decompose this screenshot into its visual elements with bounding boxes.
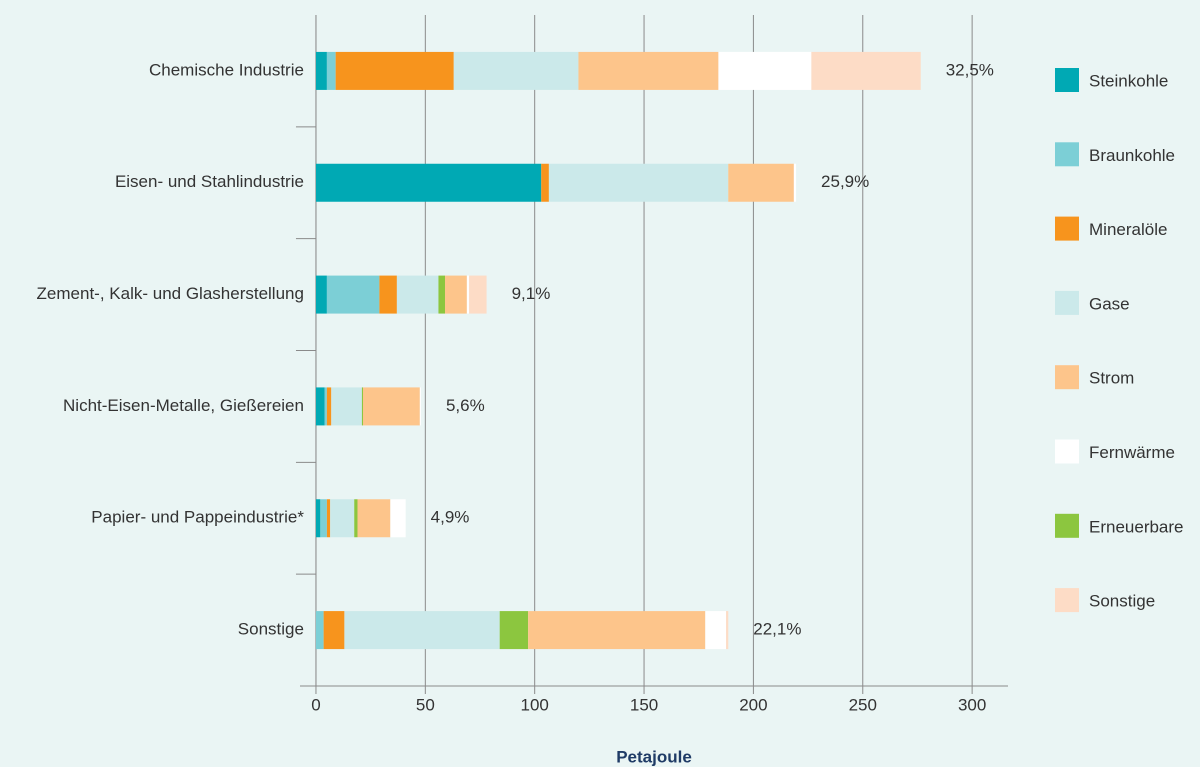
share-label: 4,9%: [431, 508, 470, 527]
bar-segment: [548, 163, 729, 202]
bar-segment: [466, 275, 470, 314]
bar-segment: [438, 275, 446, 314]
legend-label: Sonstige: [1089, 592, 1155, 611]
bar-segment: [362, 387, 420, 426]
legend-swatch: [1055, 290, 1079, 315]
bar-segment: [390, 499, 406, 538]
bar-segment: [379, 275, 397, 314]
bar-segment: [326, 499, 331, 538]
bar-segment: [578, 51, 719, 90]
bar-segment: [445, 275, 467, 314]
bar-segment: [499, 611, 529, 650]
bar-segment: [396, 275, 439, 314]
bar-segment: [705, 611, 727, 650]
bar-segment: [357, 499, 391, 538]
legend-label: Braunkohle: [1089, 146, 1175, 165]
legend-label: Erneuerbare: [1089, 517, 1184, 536]
bar-segment: [728, 163, 794, 202]
y-tick-label: Eisen- und Stahlindustrie: [115, 172, 304, 191]
legend-label: Fernwärme: [1089, 443, 1175, 462]
bar-segment: [419, 387, 421, 426]
bar-segment: [330, 499, 355, 538]
share-label: 22,1%: [753, 620, 801, 639]
bar-segment: [469, 275, 487, 314]
bar-segment: [718, 51, 812, 90]
bar-segment: [315, 611, 324, 650]
bar-segment: [315, 387, 325, 426]
bar-segment: [315, 275, 327, 314]
legend-swatch: [1055, 439, 1079, 464]
legend-swatch: [1055, 216, 1079, 241]
share-label: 5,6%: [446, 396, 485, 415]
x-tick-label: 250: [849, 695, 877, 714]
share-label: 25,9%: [821, 172, 869, 191]
legend-swatch: [1055, 68, 1079, 92]
bar-segment: [326, 51, 336, 90]
legend-swatch: [1055, 142, 1079, 167]
y-tick-label: Chemische Industrie: [149, 60, 304, 79]
bar-segment: [331, 387, 362, 426]
bar-segment: [315, 499, 321, 538]
y-tick-label: Sonstige: [238, 620, 304, 639]
bar-segment: [528, 611, 706, 650]
share-label: 32,5%: [946, 60, 994, 79]
bar-segment: [326, 387, 332, 426]
x-tick-label: 200: [739, 695, 767, 714]
bar-segment: [323, 611, 345, 650]
x-tick-label: 100: [521, 695, 549, 714]
bar-segment: [453, 51, 579, 90]
legend-swatch: [1055, 588, 1079, 613]
bar-segment: [335, 51, 454, 90]
bar-segment: [793, 163, 797, 202]
legend-label: Gase: [1089, 294, 1130, 313]
legend-swatch: [1055, 513, 1079, 538]
legend-label: Steinkohle: [1089, 71, 1168, 90]
x-tick-label: 300: [958, 695, 986, 714]
y-tick-label: Zement-, Kalk- und Glasherstellung: [37, 284, 304, 303]
y-tick-label: Papier- und Pappeindustrie*: [91, 508, 304, 527]
legend-label: Mineralöle: [1089, 220, 1167, 239]
bar-segment: [354, 499, 358, 538]
bar-segment: [324, 387, 327, 426]
bar-segment: [315, 51, 327, 90]
legend-label: Strom: [1089, 369, 1134, 388]
bar-segment: [541, 163, 549, 202]
bar-segment: [344, 611, 500, 650]
bar-segment: [315, 163, 542, 202]
y-tick-label: Nicht-Eisen-Metalle, Gießereien: [63, 396, 304, 415]
x-axis-label: Petajoule: [616, 747, 692, 766]
bar-segment: [320, 499, 327, 538]
bar-segment: [326, 275, 380, 314]
bar-segment: [361, 387, 363, 426]
bar-segment: [726, 611, 729, 650]
x-tick-label: 50: [416, 695, 435, 714]
x-tick-label: 150: [630, 695, 658, 714]
x-tick-label: 0: [311, 695, 320, 714]
share-label: 9,1%: [512, 284, 551, 303]
bar-segment: [811, 51, 921, 90]
legend-swatch: [1055, 365, 1079, 390]
